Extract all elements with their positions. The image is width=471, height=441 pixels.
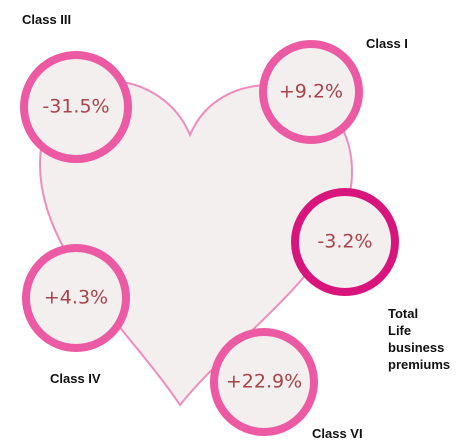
node-label: Class I	[366, 36, 408, 51]
node-ring	[291, 188, 399, 296]
label-line: premiums	[388, 357, 450, 372]
node-ring	[20, 51, 132, 163]
node-ring	[210, 328, 318, 436]
node-label: Total Life business premiums	[388, 306, 450, 372]
label-line: business	[388, 340, 444, 355]
node-value: -3.2%	[317, 231, 372, 253]
node-value: +22.9%	[226, 371, 302, 393]
node-ring	[259, 40, 363, 144]
label-line: Life	[388, 323, 411, 338]
node-label: Class IV	[50, 371, 101, 386]
node-ring	[22, 244, 130, 352]
node-value: +9.2%	[279, 81, 343, 103]
node-value: +4.3%	[44, 287, 108, 309]
node-value: -31.5%	[42, 96, 109, 118]
label-line: Total	[388, 306, 418, 321]
node-label: Class III	[22, 12, 71, 27]
node-label: Class VI	[312, 426, 363, 441]
